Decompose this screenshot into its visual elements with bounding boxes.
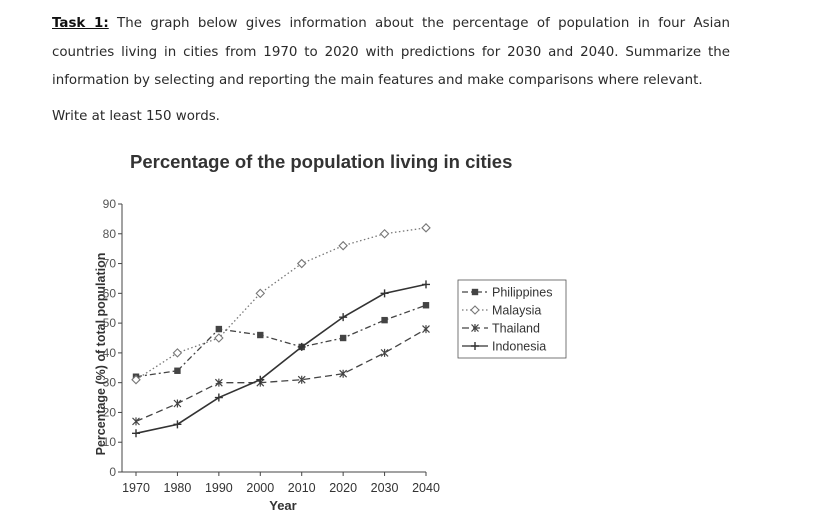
y-tick-label: 50 (103, 316, 117, 330)
data-point-philippines (422, 302, 430, 309)
task-label: Task 1: (52, 16, 109, 31)
legend-label-malaysia: Malaysia (492, 304, 541, 318)
x-axis-label: Year (269, 498, 296, 513)
data-point-malaysia (338, 240, 348, 251)
y-tick-label: 40 (103, 346, 117, 360)
task-paragraph: Task 1: The graph below gives informatio… (52, 10, 730, 96)
data-point-malaysia (172, 348, 183, 358)
chart-figure: Percentage of the population living in c… (90, 142, 580, 523)
y-tick-label: 0 (109, 465, 116, 479)
series-philippines (132, 302, 430, 380)
legend-marker-thailand (471, 324, 479, 332)
series-thailand (132, 325, 430, 426)
data-point-indonesia (173, 420, 182, 429)
data-point-thailand (422, 325, 430, 334)
data-point-philippines (257, 331, 264, 339)
legend-label-philippines: Philippines (492, 286, 552, 300)
line-chart: Percentage of the population living in c… (94, 151, 567, 513)
word-count-instruction: Write at least 150 words. (52, 109, 220, 124)
y-tick-label: 80 (103, 227, 117, 241)
data-point-malaysia (296, 258, 307, 269)
legend-marker-indonesia (471, 342, 479, 350)
data-point-indonesia (422, 280, 430, 289)
data-point-indonesia (380, 289, 389, 298)
y-tick-label: 20 (103, 405, 117, 419)
y-tick-label: 70 (103, 257, 117, 271)
data-point-thailand (339, 369, 348, 378)
series-line-indonesia (135, 283, 427, 435)
legend-marker-philippines (471, 288, 479, 296)
data-point-malaysia (421, 223, 431, 233)
x-tick-label: 1970 (122, 481, 150, 495)
data-point-malaysia (214, 333, 224, 343)
x-tick-label: 2000 (246, 481, 274, 495)
data-point-philippines (174, 367, 181, 374)
x-tick-label: 2020 (329, 481, 357, 495)
data-point-malaysia (131, 374, 141, 385)
y-tick-label: 30 (103, 376, 117, 390)
data-point-indonesia (297, 342, 306, 351)
y-tick-label: 10 (103, 435, 117, 449)
legend-label-thailand: Thailand (492, 322, 540, 336)
data-point-thailand (132, 417, 140, 426)
series-indonesia (132, 280, 430, 438)
task-text: The graph below gives information about … (52, 16, 731, 88)
data-point-philippines (215, 325, 223, 333)
data-point-philippines (381, 316, 388, 324)
x-tick-label: 1990 (205, 481, 233, 495)
data-point-thailand (297, 375, 306, 384)
data-point-malaysia (379, 228, 390, 239)
data-point-thailand (380, 348, 389, 357)
legend: Philippines Malaysia Thailand Indonesia (457, 279, 567, 359)
chart-title: Percentage of the population living in c… (130, 151, 512, 172)
legend-marker-malaysia (470, 305, 480, 315)
data-point-philippines (339, 334, 347, 342)
series-line-thailand (135, 328, 427, 422)
data-point-thailand (173, 399, 182, 408)
y-tick-label: 60 (103, 286, 117, 300)
y-axis-label: Percentage (%) of total population (94, 253, 108, 456)
data-point-thailand (214, 378, 223, 387)
legend-label-indonesia: Indonesia (492, 340, 546, 354)
x-tick-label: 1980 (164, 481, 192, 495)
plot-area (131, 223, 431, 438)
series-line-philippines (135, 304, 427, 378)
x-tick-label: 2010 (288, 481, 316, 495)
data-point-indonesia (132, 429, 140, 438)
data-point-malaysia (255, 288, 266, 299)
x-tick-label: 2040 (412, 481, 440, 495)
y-tick-label: 90 (103, 197, 117, 211)
data-point-indonesia (339, 313, 348, 322)
series-malaysia (131, 223, 431, 385)
x-tick-label: 2030 (371, 481, 399, 495)
data-point-indonesia (256, 375, 265, 384)
data-point-indonesia (214, 393, 223, 402)
series-line-malaysia (135, 227, 427, 381)
